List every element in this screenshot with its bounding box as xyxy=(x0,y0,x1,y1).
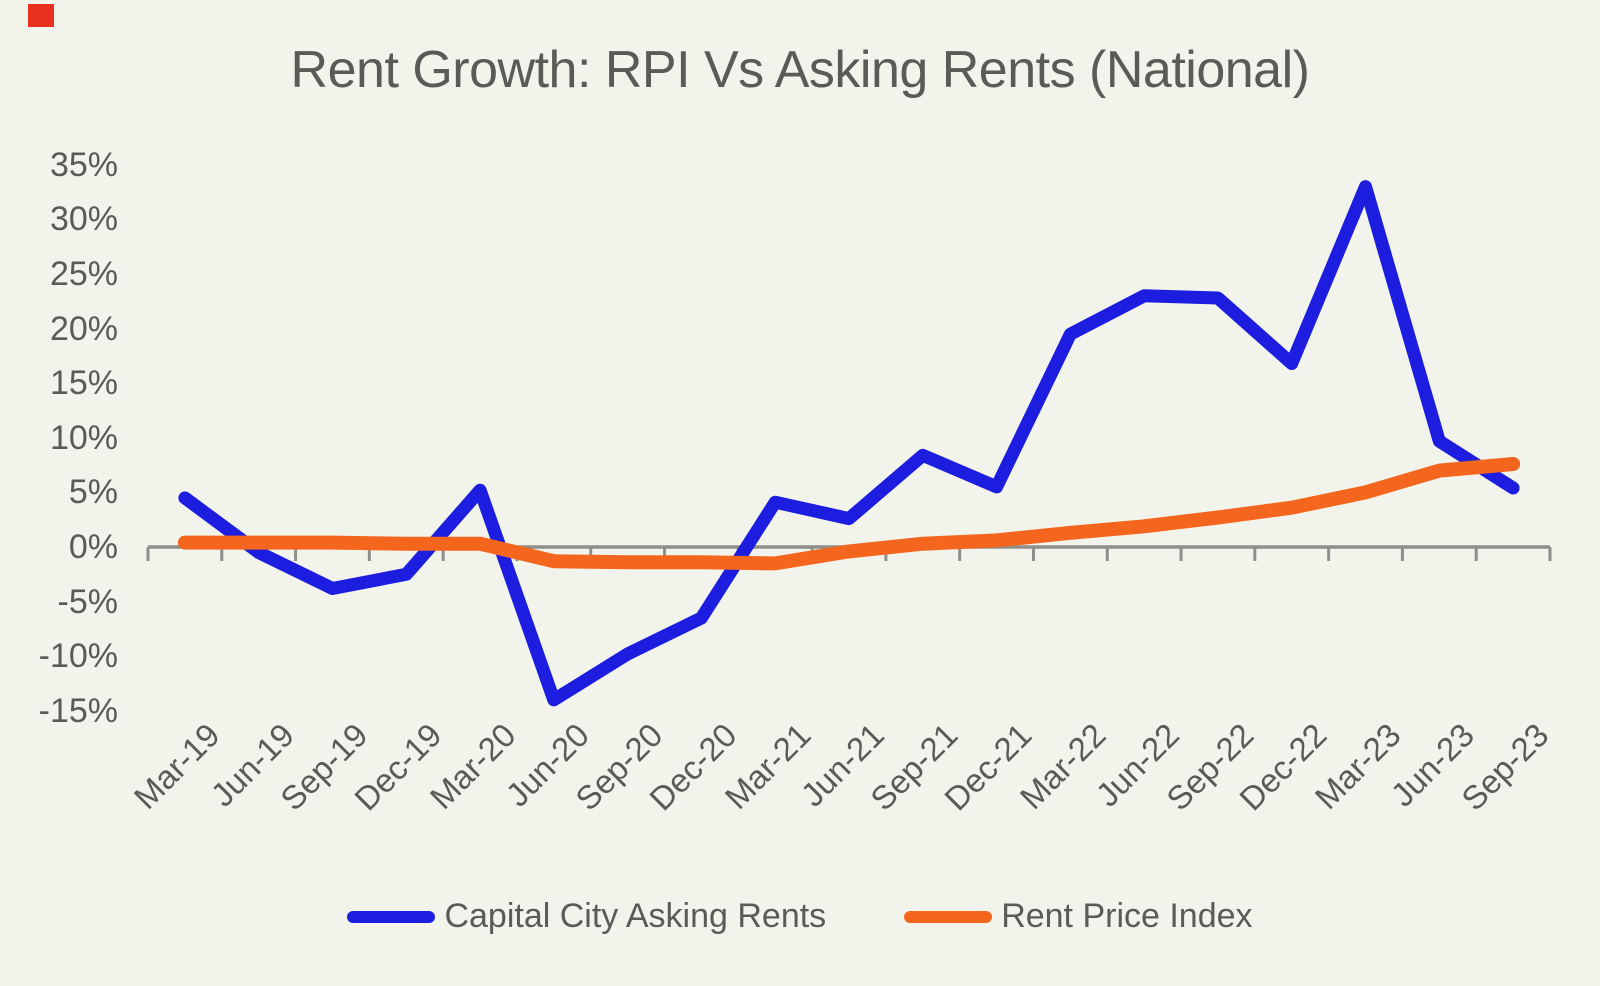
rent-price-index-line xyxy=(177,457,1521,571)
asking-rents-line xyxy=(178,180,1520,707)
legend-item-rent-price-index: Rent Price Index xyxy=(904,897,1253,936)
y-axis-tick-label: 25% xyxy=(49,255,118,293)
y-axis-tick-label: 20% xyxy=(49,309,118,348)
legend-label-rent-price-index: Rent Price Index xyxy=(1001,897,1253,935)
legend: Capital City Asking Rents Rent Price Ind… xyxy=(0,897,1600,936)
legend-item-asking-rents: Capital City Asking Rents xyxy=(347,897,826,936)
y-axis-tick-label: -15% xyxy=(38,691,118,730)
y-axis-tick-label: 15% xyxy=(49,364,118,403)
chart-title: Rent Growth: RPI Vs Asking Rents (Nation… xyxy=(290,41,1310,99)
y-axis-tick-label: 30% xyxy=(49,200,118,239)
red-square-marker xyxy=(28,4,54,27)
legend-label-asking-rents: Capital City Asking Rents xyxy=(444,897,827,935)
y-axis-tick-label: 5% xyxy=(68,473,118,512)
legend-swatch-rent-price-index xyxy=(904,910,993,923)
y-axis-tick-label: -10% xyxy=(38,637,118,676)
y-axis-tick-label: 35% xyxy=(49,145,118,184)
y-axis-tick-label: 0% xyxy=(68,528,118,566)
legend-swatch-asking-rents xyxy=(347,910,436,923)
y-axis-tick-label: 10% xyxy=(49,418,118,457)
y-axis-tick-label: -5% xyxy=(57,582,118,621)
